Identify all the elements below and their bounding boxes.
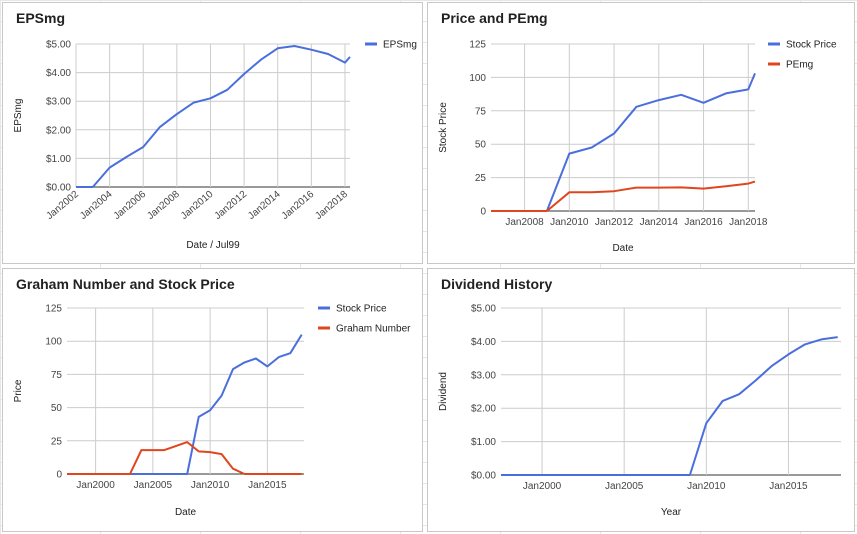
x-tick-label: Jan2014 — [640, 217, 679, 228]
y-axis-label: EPSmg — [13, 99, 24, 133]
x-tick-label: Jan2010 — [179, 189, 216, 222]
y-tick-label: 100 — [469, 73, 486, 84]
x-axis-label: Year — [661, 507, 682, 518]
x-tick-label: Jan2015 — [769, 481, 808, 492]
x-tick-label: Jan2018 — [729, 217, 768, 228]
x-tick-label: Jan2010 — [550, 217, 589, 228]
x-tick-label: Jan2000 — [76, 480, 115, 491]
y-axis-label: Stock Price — [438, 102, 449, 153]
y-tick-label: 0 — [56, 470, 62, 481]
y-axis-label: Price — [13, 379, 24, 402]
x-tick-label: Jan2002 — [44, 189, 81, 222]
chart-svg-epsmg: EPSmg $0.00 $1.00 $2.00 $3.00 $4.00 $5.00 Jan20… — [13, 10, 417, 251]
y-tick-label: $2.00 — [471, 404, 496, 415]
y-tick-label: 125 — [45, 304, 62, 315]
y-tick-label: $4.00 — [471, 337, 496, 348]
chart-panel-graham-number[interactable]: Graham Number and Stock Price 0 25 50 75 100 1… — [2, 268, 423, 532]
chart-svg-price-pemg: Price and PEmg 0 25 50 75 100 125 Jan2008 Jan201… — [438, 10, 837, 254]
chart-panel-price-pemg[interactable]: Price and PEmg 0 25 50 75 100 125 Jan2008 Jan201… — [427, 2, 855, 264]
x-tick-label: Jan2005 — [134, 480, 173, 491]
x-tick-label: Jan2008 — [145, 189, 182, 222]
y-tick-label: $4.00 — [46, 68, 71, 79]
y-tick-label: $5.00 — [46, 40, 71, 51]
x-tick-label: Jan2004 — [78, 189, 115, 222]
chart-panel-dividend-history[interactable]: Dividend History $0.00 $1.00 $2.00 $3.00 $4.0… — [427, 268, 855, 532]
y-axis-label: Dividend — [438, 372, 449, 411]
chart-title: EPSmg — [16, 10, 65, 26]
y-tick-label: 125 — [469, 40, 486, 51]
legend-label: Graham Number — [336, 324, 411, 335]
series-line-stock-price — [67, 334, 303, 475]
x-tick-label: Jan2006 — [112, 189, 149, 222]
legend-label: EPSmg — [383, 40, 417, 51]
series-line-stock-price — [491, 73, 756, 212]
chart-svg-dividend-history: Dividend History $0.00 $1.00 $2.00 $3.00 $4.0… — [438, 276, 841, 518]
series-line-pemg — [491, 180, 756, 212]
y-tick-label: 0 — [480, 207, 486, 218]
y-tick-label: 50 — [475, 140, 487, 151]
x-tick-label: Jan2005 — [605, 481, 644, 492]
y-tick-label: $3.00 — [46, 97, 71, 108]
series-line-graham-number — [67, 441, 302, 475]
y-tick-label: 25 — [475, 173, 487, 184]
y-tick-label: 75 — [475, 106, 487, 117]
x-tick-label: Jan2010 — [191, 480, 230, 491]
y-tick-label: $1.00 — [471, 437, 496, 448]
y-tick-label: $3.00 — [471, 370, 496, 381]
chart-title: Price and PEmg — [441, 10, 548, 26]
x-tick-label: Jan2012 — [595, 217, 634, 228]
x-tick-label: Jan2000 — [523, 481, 562, 492]
y-tick-label: 75 — [51, 370, 63, 381]
chart-svg-graham-number: Graham Number and Stock Price 0 25 50 75 100 1… — [13, 276, 411, 518]
legend-label: PEmg — [786, 60, 813, 71]
y-tick-label: $2.00 — [46, 125, 71, 136]
x-axis-label: Date — [175, 507, 197, 518]
chart-title: Dividend History — [441, 276, 552, 292]
x-tick-label: Jan2016 — [684, 217, 723, 228]
chart-title: Graham Number and Stock Price — [16, 276, 235, 292]
x-axis-label: Date / Jul99 — [186, 240, 240, 251]
x-tick-label: Jan2010 — [687, 481, 726, 492]
series-line-epsmg — [76, 45, 351, 188]
y-tick-label: $0.00 — [46, 183, 71, 194]
x-tick-label: Jan2015 — [248, 480, 287, 491]
y-tick-label: $1.00 — [46, 154, 71, 165]
legend-label: Stock Price — [336, 304, 387, 315]
x-tick-label: Jan2012 — [213, 189, 250, 222]
y-tick-label: $0.00 — [471, 471, 496, 482]
x-axis-label: Date — [612, 243, 634, 254]
y-tick-label: 100 — [45, 337, 62, 348]
y-tick-label: $5.00 — [471, 304, 496, 315]
x-tick-label: Jan2014 — [246, 189, 283, 222]
y-tick-label: 50 — [51, 403, 63, 414]
x-tick-label: Jan2016 — [280, 189, 317, 222]
series-line-dividend — [501, 336, 838, 476]
x-tick-label: Jan2008 — [505, 217, 544, 228]
legend-label: Stock Price — [786, 40, 837, 51]
y-tick-label: 25 — [51, 436, 63, 447]
x-tick-label: Jan2018 — [313, 189, 350, 222]
chart-panel-epsmg[interactable]: EPSmg $0.00 $1.00 $2.00 $3.00 $4.00 $5.00 Jan20… — [2, 2, 423, 264]
